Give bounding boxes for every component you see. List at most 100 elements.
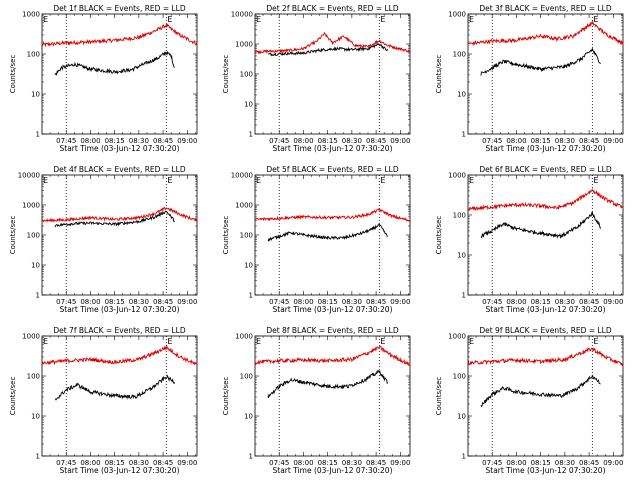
x-tick-label: 08:00	[506, 137, 526, 145]
y-tick-label: 100	[453, 212, 466, 220]
y-tick-label: 1000	[22, 333, 40, 341]
x-tick-label: 08:15	[531, 137, 551, 145]
events-series-line	[54, 374, 175, 401]
x-tick-label: 08:30	[129, 137, 149, 145]
marker-letter: E	[380, 337, 385, 346]
chart-title: Det 9f BLACK = Events, RED = LLD	[479, 326, 612, 335]
x-tick-label: 08:45	[579, 137, 599, 145]
plot-frame	[467, 13, 624, 135]
x-axis-label: Start Time (03-Jun-12 07:30:20)	[273, 466, 393, 475]
y-tick-label: 10	[457, 413, 466, 421]
marker-letter: E	[469, 176, 474, 185]
x-tick-label: 09:00	[177, 298, 197, 306]
x-axis-label: Start Time (03-Jun-12 07:30:20)	[60, 305, 180, 314]
x-tick-label: 08:45	[366, 459, 386, 467]
y-tick-label: 100	[453, 51, 466, 59]
marker-letter: E	[43, 176, 48, 185]
x-tick-label: 08:00	[293, 137, 313, 145]
y-tick-label: 1	[249, 292, 253, 300]
y-axis-label: Counts/sec	[222, 55, 230, 94]
y-axis-label: Counts/sec	[222, 216, 230, 255]
x-axis-label: Start Time (03-Jun-12 07:30:20)	[273, 144, 393, 153]
x-axis-label: Start Time (03-Jun-12 07:30:20)	[60, 466, 180, 475]
y-tick-label: 100	[27, 51, 40, 59]
x-tick-label: 08:45	[153, 298, 173, 306]
x-tick-label: 08:30	[342, 298, 362, 306]
x-tick-label: 08:30	[342, 459, 362, 467]
events-series-line	[480, 47, 601, 76]
plot-frame	[467, 174, 624, 296]
y-axis-label: Counts/sec	[9, 55, 17, 94]
x-tick-label: 07:45	[482, 459, 502, 467]
x-tick-label: 08:30	[555, 137, 575, 145]
x-tick-label: 07:45	[56, 459, 76, 467]
y-tick-label: 1000	[448, 333, 466, 341]
x-axis-label: Start Time (03-Jun-12 07:30:20)	[60, 144, 180, 153]
x-tick-label: 08:30	[555, 298, 575, 306]
chart-panel: Det 8f BLACK = Events, RED = LLD 1 10 100 10…	[222, 326, 411, 475]
marker-letter: E	[256, 176, 261, 185]
marker-letter: E	[593, 337, 598, 346]
x-tick-label: 08:00	[80, 459, 100, 467]
y-tick-label: 1000	[235, 333, 253, 341]
x-tick-label: 08:15	[318, 298, 338, 306]
lld-series-line	[41, 206, 198, 223]
chart-title: Det 2f BLACK = Events, RED = LLD	[266, 4, 399, 13]
y-tick-label: 100	[240, 232, 253, 240]
y-tick-label: 100	[240, 71, 253, 79]
x-axis-label: Start Time (03-Jun-12 07:30:20)	[273, 305, 393, 314]
x-tick-label: 07:45	[269, 459, 289, 467]
y-tick-label: 1	[249, 131, 253, 139]
x-tick-label: 08:00	[293, 459, 313, 467]
y-tick-label: 10	[457, 252, 466, 260]
x-tick-label: 07:45	[482, 137, 502, 145]
y-axis-label: Counts/sec	[222, 377, 230, 416]
chart-panel: Det 6f BLACK = Events, RED = LLD 1 10 100 10…	[435, 165, 623, 314]
x-tick-label: 08:30	[129, 298, 149, 306]
x-tick-label: 08:45	[153, 459, 173, 467]
x-tick-label: 09:00	[390, 459, 410, 467]
y-tick-label: 1000	[22, 202, 40, 210]
y-axis-label: Counts/sec	[435, 55, 443, 94]
y-tick-label: 10000	[18, 172, 40, 180]
x-tick-label: 08:15	[318, 137, 338, 145]
x-tick-label: 08:15	[105, 298, 125, 306]
y-tick-label: 1000	[448, 172, 466, 180]
marker-letter: E	[167, 15, 172, 24]
plot-frame	[41, 13, 198, 135]
y-tick-label: 10	[31, 91, 40, 99]
x-tick-label: 07:45	[482, 298, 502, 306]
events-series-line	[54, 51, 175, 76]
marker-letter: E	[256, 337, 261, 346]
y-tick-label: 1	[462, 292, 466, 300]
y-axis-label: Counts/sec	[435, 216, 443, 255]
y-axis-label: Counts/sec	[435, 377, 443, 416]
marker-letter: E	[469, 337, 474, 346]
x-tick-label: 07:45	[56, 298, 76, 306]
lld-series-line	[254, 208, 411, 224]
x-tick-label: 08:15	[105, 459, 125, 467]
y-tick-label: 10000	[231, 11, 253, 19]
x-tick-label: 08:15	[531, 459, 551, 467]
y-tick-label: 1000	[22, 11, 40, 19]
y-tick-label: 100	[240, 373, 253, 381]
y-tick-label: 10	[244, 413, 253, 421]
y-tick-label: 1000	[235, 41, 253, 49]
y-tick-label: 1	[36, 131, 40, 139]
y-tick-label: 100	[27, 232, 40, 240]
plot-frame	[41, 335, 198, 457]
plot-frame	[467, 335, 624, 457]
chart-panel: Det 7f BLACK = Events, RED = LLD 1 10 100 10…	[9, 326, 198, 475]
marker-letter: E	[167, 337, 172, 346]
y-axis-label: Counts/sec	[9, 377, 17, 416]
chart-title: Det 1f BLACK = Events, RED = LLD	[53, 4, 186, 13]
y-tick-label: 100	[453, 373, 466, 381]
marker-letter: E	[43, 15, 48, 24]
marker-letter: E	[43, 337, 48, 346]
plot-frame	[254, 335, 411, 457]
x-tick-label: 08:45	[579, 459, 599, 467]
chart-title: Det 6f BLACK = Events, RED = LLD	[479, 165, 612, 174]
y-tick-label: 1	[462, 453, 466, 461]
lld-series-line	[41, 23, 198, 48]
y-tick-label: 1	[462, 131, 466, 139]
